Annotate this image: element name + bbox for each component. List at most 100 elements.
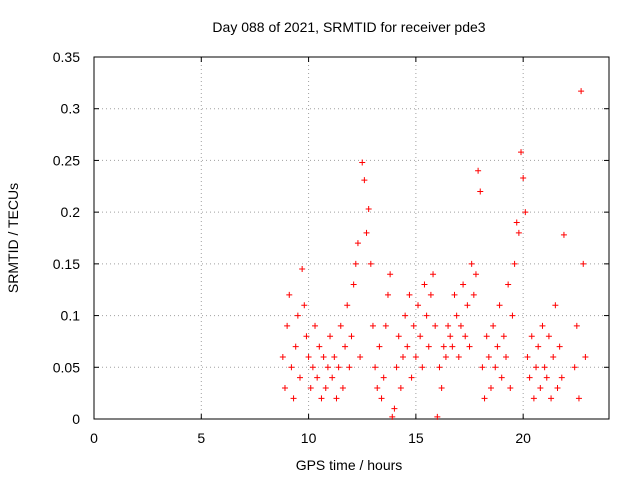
data-point [348,333,355,340]
data-point [573,322,580,329]
y-tick-label: 0 [72,411,80,427]
data-point [518,149,525,156]
data-point [477,188,484,195]
data-point [400,353,406,360]
data-point [307,384,314,391]
data-point [324,364,331,371]
data-point [367,260,374,267]
data-point [312,322,319,329]
data-point [309,364,316,371]
data-point [548,395,555,402]
data-point [533,364,540,371]
data-point [417,333,424,340]
data-point [342,343,349,350]
data-point [402,312,409,319]
data-point [281,384,288,391]
data-point [438,384,445,391]
data-point [327,333,334,340]
data-point [412,353,419,360]
data-point [515,229,522,236]
data-point [513,219,520,226]
data-point [560,231,567,238]
data-point [314,374,321,381]
data-point [395,333,402,340]
data-point [466,343,473,350]
data-point [284,322,291,329]
data-point [552,302,559,309]
data-point [410,322,417,329]
data-point [320,353,327,360]
data-point [445,322,452,329]
data-point [582,353,589,360]
data-point [520,175,527,182]
data-point [316,343,323,350]
data-point [384,291,391,298]
data-point [423,312,430,319]
data-point [449,343,456,350]
data-point [507,384,514,391]
data-point [528,333,535,340]
data-point [541,364,548,371]
data-point [279,353,286,360]
data-point [354,240,361,247]
data-point [350,281,357,288]
data-point [331,353,338,360]
data-point [406,291,413,298]
data-point [479,364,486,371]
data-point [483,333,490,340]
data-point [329,374,336,381]
data-point [440,343,447,350]
data-point [462,333,469,340]
data-point [380,374,387,381]
data-point [505,281,512,288]
data-point [290,395,297,402]
data-point [352,260,359,267]
data-point [393,364,400,371]
data-point [339,384,346,391]
data-point [346,364,353,371]
data-point [470,291,477,298]
data-point [286,291,293,298]
data-point [481,395,488,402]
data-point [526,374,533,381]
ticks-layer: 0 5 10 15 20 0 0.05 0.1 0.15 0.2 0.25 0.3 0.35 [53,49,609,446]
data-point [509,312,516,319]
x-tick-label: 15 [408,430,424,446]
data-point [301,302,308,309]
y-tick-label: 0.05 [53,359,80,375]
data-point [475,167,482,174]
data-point [496,302,503,309]
data-point [539,322,546,329]
data-point [575,395,582,402]
data-point [365,206,372,213]
data-point [322,384,329,391]
data-point [530,395,537,402]
data-point [537,384,544,391]
y-tick-label: 0.1 [61,308,81,324]
x-tick-label: 5 [197,430,205,446]
y-tick-label: 0.35 [53,49,80,65]
data-point [292,343,299,350]
data-point [571,364,578,371]
data-point [543,374,550,381]
data-point [500,333,507,340]
data-point [288,364,295,371]
data-point [550,353,557,360]
x-tick-label: 20 [515,430,531,446]
data-point [382,322,389,329]
plot-frame [93,56,610,420]
data-point [498,374,505,381]
data-point [363,229,370,236]
y-tick-label: 0.25 [53,152,80,168]
data-point [457,322,464,329]
data-point [453,312,460,319]
data-point [299,266,306,273]
data-point [455,353,462,360]
points-layer [279,88,589,420]
data-point [447,333,454,340]
data-point [389,413,396,420]
data-point [421,281,428,288]
data-point [378,395,385,402]
data-point [451,291,458,298]
